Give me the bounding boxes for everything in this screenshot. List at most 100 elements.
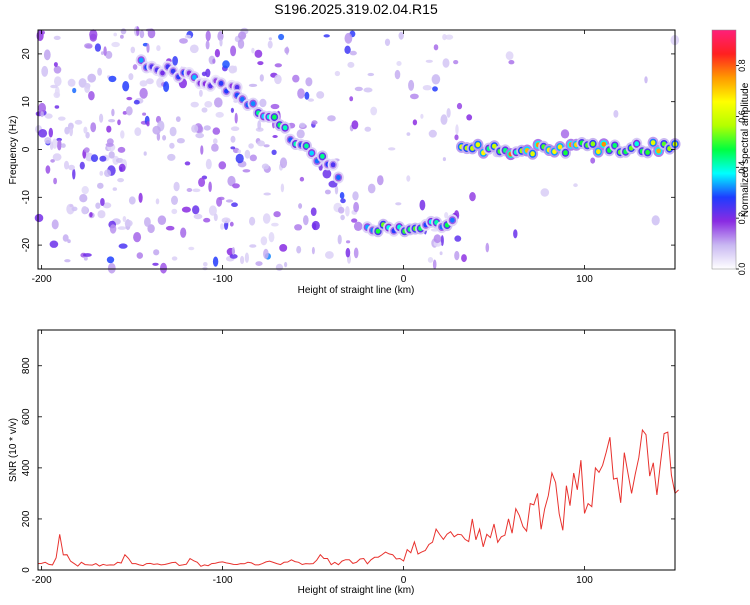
- spectrogram-cell: [353, 221, 363, 231]
- spectrogram-cell: [142, 112, 147, 116]
- spectrogram-cell: [461, 254, 467, 263]
- spectrogram-feature-cell: [530, 151, 535, 157]
- spectrogram-cell: [445, 34, 454, 40]
- spectrogram-feature-cell: [492, 143, 497, 149]
- spectrogram-cell: [64, 259, 71, 263]
- spectrogram-cell: [175, 116, 181, 122]
- spectrogram-cell: [304, 91, 310, 100]
- spectrogram-cell: [221, 217, 231, 224]
- spectrogram-cell: [274, 63, 282, 68]
- spectrogram-cell: [230, 107, 234, 113]
- spectrogram-cell: [97, 210, 106, 219]
- spectrogram-cell: [275, 263, 283, 271]
- spectrogram-cell: [249, 216, 256, 226]
- spectrogram-cell: [560, 129, 570, 139]
- spectrogram-cell: [454, 250, 460, 261]
- spectrogram-cell: [238, 31, 247, 40]
- colorbar-tick-label: 0.2: [737, 212, 747, 225]
- spectrogram-cell: [120, 28, 127, 35]
- spectrogram-cell: [44, 113, 53, 119]
- spectrogram-cell: [133, 232, 142, 243]
- spectrogram-feature-cell: [320, 153, 325, 159]
- spectrogram-x-axis-label: Height of straight line (km): [298, 285, 415, 296]
- spectrogram-feature-cell: [192, 74, 197, 80]
- spectrogram-feature-cell: [375, 228, 381, 234]
- spectrogram-cell: [99, 113, 104, 123]
- spectrogram-cell: [440, 114, 448, 125]
- spectrogram-feature-cell: [634, 141, 639, 147]
- spectrogram-cell: [169, 142, 175, 149]
- spectrogram-cell: [62, 234, 69, 242]
- snr-x-tick-label: 100: [576, 575, 593, 586]
- spectrogram-cell: [43, 49, 51, 61]
- spectrogram-cell: [406, 175, 411, 182]
- spectrogram-cell: [351, 218, 358, 223]
- spectrogram-cell: [233, 65, 238, 73]
- spectrogram-cell: [53, 65, 62, 74]
- colorbar-ticks: 0.0 0.2 0.4 0.6 0.8: [736, 59, 747, 275]
- spectrogram-feature-cell: [218, 80, 224, 86]
- spectrogram-cell: [454, 134, 459, 141]
- spectrogram-cell: [134, 127, 142, 136]
- spectrogram-cell: [38, 102, 46, 114]
- spectrogram-cell: [163, 81, 170, 93]
- spectrogram-y-axis-label: Frequency (Hz): [8, 116, 19, 185]
- spectrogram-cell: [103, 46, 107, 57]
- spectrogram-cell: [117, 146, 126, 153]
- spectrogram-cell: [136, 26, 140, 37]
- spectrogram-feature-cell: [590, 141, 596, 147]
- spectrogram-feature-cell: [309, 150, 315, 156]
- spectrogram-cell: [271, 222, 279, 227]
- spectrogram-cell: [345, 206, 350, 217]
- snr-panel: -200 -100 0 100 0 200 400 600 800 Height of str…: [8, 329, 679, 596]
- spectrogram-cell: [203, 125, 211, 131]
- spectrogram-cell: [157, 215, 167, 225]
- colorbar-tick-label: 0.4: [737, 161, 747, 174]
- spectrogram-cell: [176, 138, 185, 144]
- spectrogram-cell: [311, 220, 320, 231]
- spectrogram-cell: [327, 115, 336, 122]
- spectrogram-feature-cell: [330, 162, 336, 168]
- spectrogram-cell: [108, 151, 115, 159]
- spectrogram-cell: [267, 40, 273, 49]
- spectrogram-cell: [34, 213, 44, 223]
- spectrogram-cell: [644, 76, 648, 84]
- spectrogram-cell: [338, 206, 345, 214]
- spectrogram-feature-cell: [240, 96, 245, 102]
- spectrogram-cell: [156, 45, 161, 52]
- spectrogram-cell: [49, 141, 54, 150]
- spectrogram-cell: [53, 35, 61, 41]
- spectrogram-cell: [107, 263, 116, 274]
- spectrogram-cell: [52, 138, 58, 149]
- spectrogram-cell: [38, 129, 48, 138]
- snr-y-tick-label: 800: [21, 357, 32, 374]
- spectrogram-cell: [108, 119, 116, 123]
- spectrogram-cell: [251, 47, 255, 54]
- spectrogram-cell: [573, 183, 578, 188]
- spectrogram-cell: [66, 203, 75, 215]
- spectrogram-cell: [242, 169, 251, 173]
- spectrogram-cell: [432, 86, 438, 92]
- snr-y-tick-label: 600: [21, 408, 32, 425]
- spectrogram-cell: [83, 147, 90, 153]
- spectrogram-cell: [64, 160, 69, 170]
- spectrogram-cell: [284, 47, 290, 54]
- spectrogram-feature-cell: [557, 144, 563, 150]
- spectrogram-cell: [106, 138, 114, 146]
- spectrogram-cell: [410, 93, 419, 100]
- spectrogram-cell: [120, 34, 124, 39]
- spectrogram-cell: [99, 155, 107, 162]
- spectrogram-cell: [105, 50, 113, 59]
- spectrogram-cell: [152, 262, 159, 266]
- spectrogram-cell: [51, 219, 59, 230]
- spectrogram-cell: [81, 186, 89, 195]
- spectrogram-cell: [138, 192, 143, 203]
- spectrogram-cell: [394, 69, 401, 80]
- spectrogram-cell: [117, 226, 127, 230]
- spectrogram-cell: [367, 183, 376, 194]
- spectrogram-cell: [349, 50, 357, 56]
- spectrogram-cell: [230, 126, 240, 131]
- spectrogram-cell: [199, 89, 203, 97]
- spectrogram-cell: [367, 72, 375, 77]
